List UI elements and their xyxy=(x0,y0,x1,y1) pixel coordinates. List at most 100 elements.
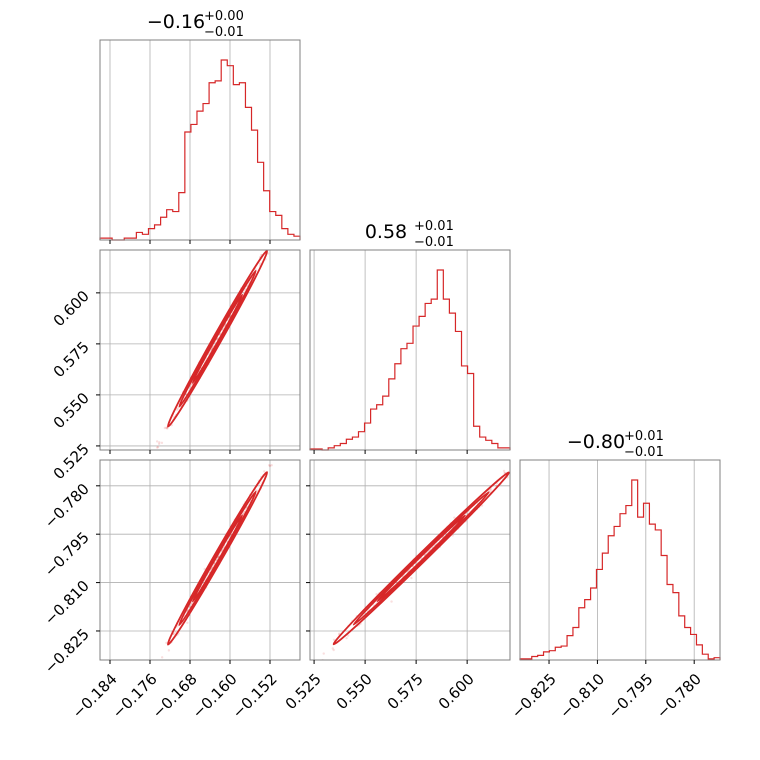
scatter-point xyxy=(270,464,273,467)
scatter-point xyxy=(541,437,543,439)
title-value: −0.16 xyxy=(147,11,205,33)
x-tick-label: 0.575 xyxy=(384,670,427,713)
y-tick-label: −0.810 xyxy=(41,577,93,629)
scatter-point xyxy=(155,440,159,443)
scatter-point xyxy=(175,408,179,411)
y-tick-label: 0.600 xyxy=(50,287,93,330)
scatter-point xyxy=(132,487,134,489)
title-value: 0.58 xyxy=(365,221,407,243)
panel-frame xyxy=(309,459,511,661)
scatter-point xyxy=(186,621,189,624)
x-tick-label: −0.810 xyxy=(556,670,608,722)
scatter-point xyxy=(155,665,157,667)
scatter-point xyxy=(156,445,160,449)
scatter-point xyxy=(156,446,159,449)
title-lower-error: −0.01 xyxy=(414,235,454,250)
panel-frame xyxy=(519,459,721,661)
scatter-point xyxy=(542,436,544,438)
title-lower-error: −0.01 xyxy=(624,445,664,460)
x-tick-label: −0.825 xyxy=(508,670,560,722)
y-tick-label: −0.795 xyxy=(41,528,93,580)
contour-level xyxy=(166,250,269,428)
scatter-point xyxy=(583,394,585,396)
scatter-point xyxy=(515,466,517,468)
scatter-point xyxy=(390,600,393,603)
scatter-point xyxy=(258,262,262,265)
scatter-point xyxy=(510,470,512,472)
title-lower-error: −0.01 xyxy=(204,25,244,40)
panel-title: 0.58 +0.01−0.01 xyxy=(365,219,454,250)
contour-level xyxy=(191,293,244,384)
panel-frame xyxy=(99,39,301,241)
scatter-point xyxy=(285,686,287,688)
scatter-point xyxy=(322,652,325,655)
scatter-point xyxy=(543,436,545,438)
contour-level xyxy=(191,514,244,603)
scatter-point xyxy=(163,426,167,430)
scatter-point xyxy=(272,240,274,242)
title-value: −0.80 xyxy=(567,431,625,453)
contour-level xyxy=(166,471,269,646)
panel-title: −0.16+0.00−0.01 xyxy=(147,9,244,40)
scatter-point xyxy=(337,632,341,635)
scatter-point xyxy=(165,426,168,430)
x-tick-label: 0.550 xyxy=(333,670,376,713)
scatter-point xyxy=(332,648,335,652)
title-upper-error: +0.01 xyxy=(624,429,664,444)
scatter-point xyxy=(268,245,270,247)
scatter-point xyxy=(278,229,280,231)
histogram-series xyxy=(309,269,511,451)
title-upper-error: +0.01 xyxy=(414,219,454,234)
scatter-point xyxy=(543,442,545,444)
scatter-point xyxy=(453,516,456,519)
contour-level xyxy=(376,514,466,603)
scatter-point xyxy=(158,441,161,444)
y-tick-label: 0.575 xyxy=(50,338,93,381)
scatter-point xyxy=(114,514,116,516)
x-tick-label: −0.780 xyxy=(653,670,705,722)
scatter-point xyxy=(510,471,512,473)
scatter-point xyxy=(153,454,155,456)
scatter-point xyxy=(346,634,350,637)
scatter-point xyxy=(174,630,177,634)
scatter-point xyxy=(157,442,161,446)
scatter-point xyxy=(190,602,193,606)
scatter-point xyxy=(268,464,271,467)
x-tick-label: −0.795 xyxy=(605,670,657,722)
scatter-point xyxy=(167,649,171,652)
scatter-point xyxy=(312,664,314,666)
scatter-point xyxy=(502,469,506,473)
title-upper-error: +0.00 xyxy=(204,9,244,24)
scatter-point xyxy=(263,470,266,473)
scatter-point xyxy=(269,704,271,706)
scatter-point xyxy=(160,656,164,659)
scatter-point xyxy=(503,471,506,475)
y-tick-label: −0.780 xyxy=(41,480,93,532)
panel-frame xyxy=(99,249,301,451)
x-tick-label: 0.525 xyxy=(282,670,325,713)
scatter-points xyxy=(269,394,585,706)
x-tick-label: 0.600 xyxy=(435,670,478,713)
scatter-point xyxy=(242,510,246,514)
scatter-point xyxy=(158,665,160,667)
scatter-point xyxy=(526,452,528,454)
scatter-point xyxy=(156,662,158,664)
scatter-point xyxy=(345,636,348,640)
scatter-point xyxy=(160,441,164,445)
scatter-point xyxy=(489,488,493,491)
scatter-point xyxy=(265,247,267,249)
y-tick-label: 0.550 xyxy=(50,389,93,432)
scatter-point xyxy=(165,641,168,645)
y-tick-label: −0.825 xyxy=(41,625,93,677)
scatter-point xyxy=(300,674,302,676)
panel-frame xyxy=(99,459,301,661)
scatter-point xyxy=(332,638,336,642)
y-tick-label: 0.525 xyxy=(50,440,93,483)
scatter-point xyxy=(282,452,284,454)
scatter-points xyxy=(155,452,284,667)
scatter-point xyxy=(269,246,271,248)
scatter-point xyxy=(190,602,193,605)
scatter-point xyxy=(277,226,279,228)
scatter-point xyxy=(296,203,298,205)
